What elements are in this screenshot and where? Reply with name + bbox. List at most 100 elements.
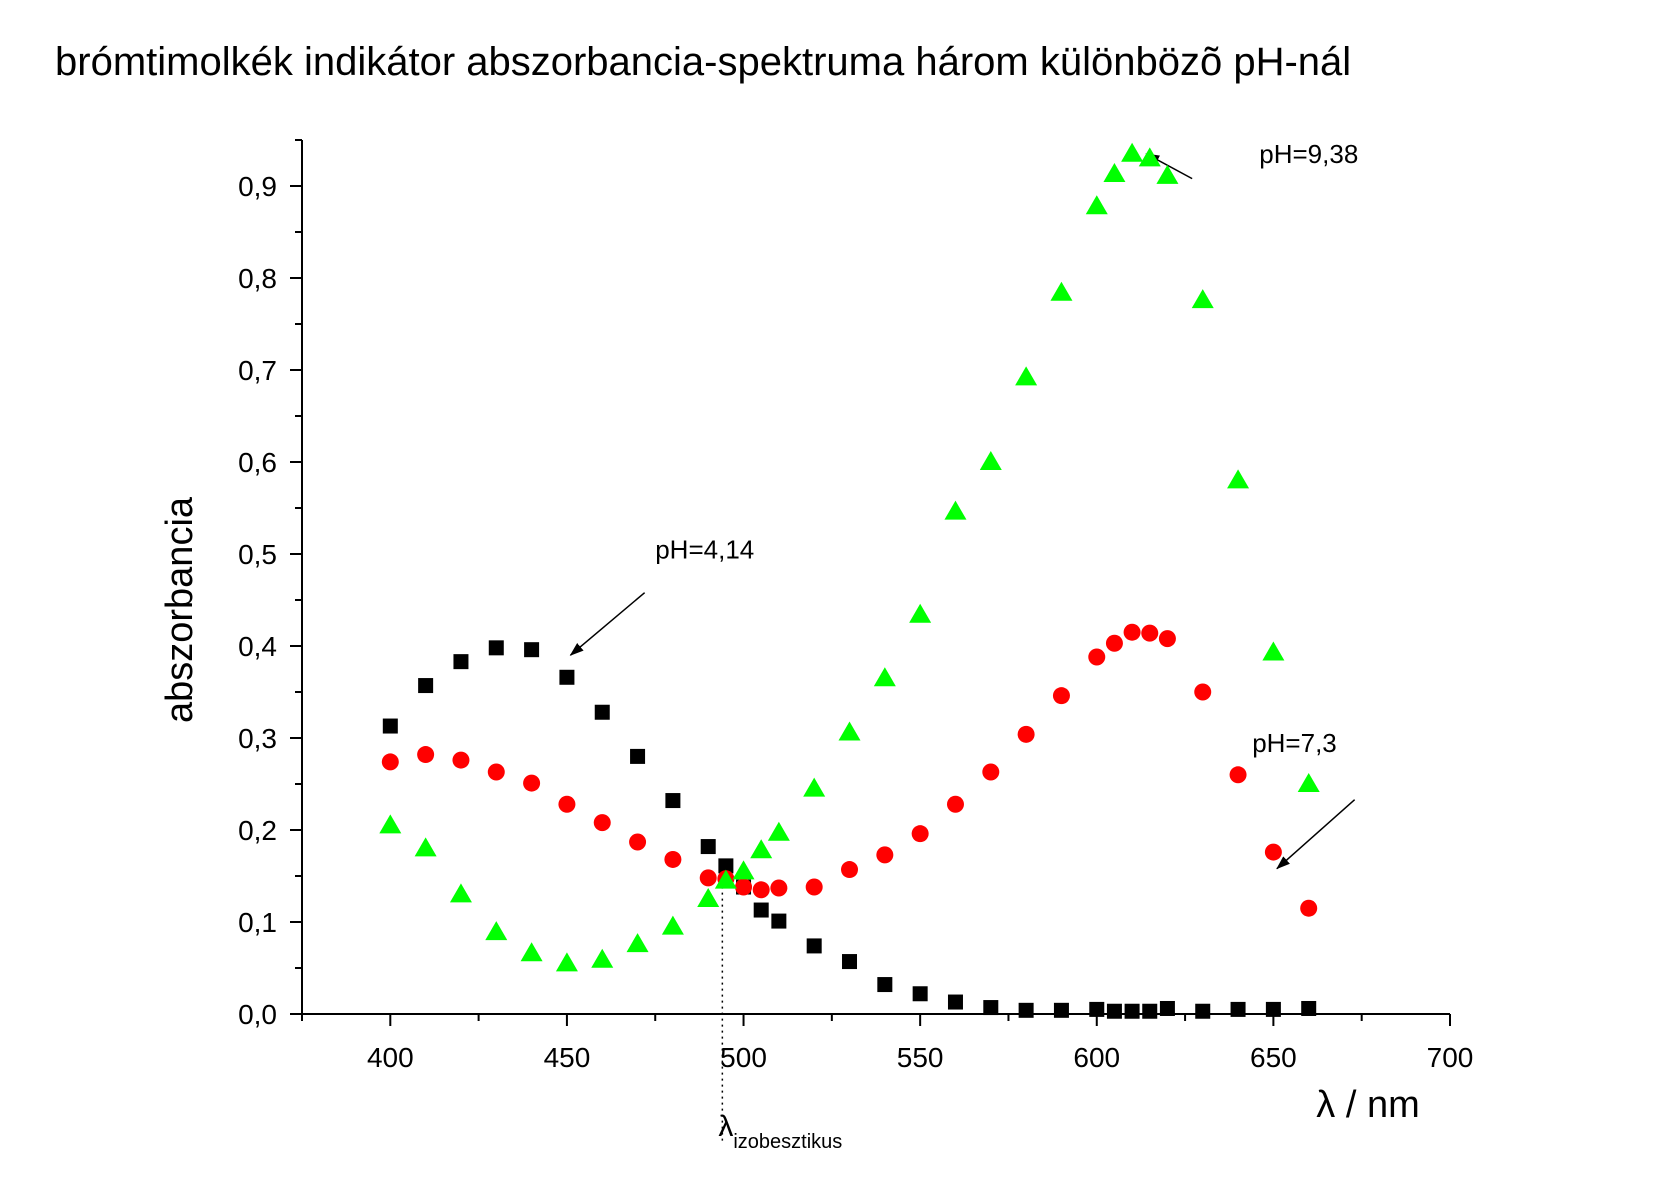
- y-tick-label: 0,7: [238, 355, 277, 386]
- data-point-triangle: [803, 777, 826, 797]
- data-point-square: [771, 913, 787, 929]
- annotation-label-ph414: pH=4,14: [655, 535, 754, 565]
- data-point-circle: [876, 846, 894, 864]
- y-tick-label: 0,1: [238, 907, 277, 938]
- x-tick-label: 400: [367, 1042, 414, 1073]
- data-point-triangle: [1085, 195, 1108, 215]
- y-tick-label: 0,2: [238, 815, 277, 846]
- data-point-triangle: [1138, 147, 1161, 167]
- y-tick-label: 0,3: [238, 723, 277, 754]
- data-point-square: [700, 839, 716, 855]
- axes: [301, 140, 1450, 1015]
- data-point-triangle: [1050, 281, 1073, 301]
- chart-title: brómtimolkék indikátor abszorbancia-spek…: [55, 40, 1352, 84]
- annotations: λizobesztikus pH=4,14 pH=7,3 pH=9,38: [569, 139, 1358, 1153]
- x-tick-label: 700: [1427, 1042, 1474, 1073]
- data-point-triangle: [1015, 366, 1038, 386]
- data-point-circle: [770, 879, 788, 897]
- data-point-square: [1106, 1003, 1122, 1019]
- data-point-triangle: [555, 952, 578, 972]
- data-point-triangle: [714, 869, 737, 889]
- x-tick-label: 600: [1073, 1042, 1120, 1073]
- data-point-circle: [487, 763, 505, 781]
- data-point-triangle: [909, 603, 932, 623]
- y-tick-label: 0,0: [238, 999, 277, 1030]
- data-point-triangle: [1191, 289, 1214, 309]
- y-tick-label: 0,8: [238, 263, 277, 294]
- data-point-square: [1089, 1001, 1105, 1017]
- data-point-circle: [664, 850, 682, 868]
- y-axis-label: abszorbancia: [159, 496, 201, 723]
- data-point-triangle: [379, 814, 402, 834]
- data-point-circle: [558, 795, 576, 813]
- isosbestic-label: λizobesztikus: [718, 1110, 842, 1153]
- data-point-square: [1230, 1001, 1246, 1017]
- data-point-square: [1124, 1003, 1140, 1019]
- data-point-circle: [982, 763, 1000, 781]
- data-point-triangle: [1297, 773, 1320, 792]
- data-point-triangle: [767, 821, 790, 841]
- data-point-circle: [1105, 634, 1123, 652]
- data-point-square: [630, 748, 646, 764]
- ticks: 400 450 500 550 600 650 700 0,0 0,1 0,2 0,3 0,4 0,5 0…: [238, 139, 1474, 1073]
- data-point-circle: [752, 881, 770, 899]
- data-point-triangle: [1227, 469, 1250, 489]
- data-point-triangle: [520, 942, 543, 962]
- data-series: [379, 142, 1320, 1019]
- data-point-square: [947, 994, 963, 1010]
- data-point-circle: [1300, 899, 1318, 917]
- data-point-square: [665, 793, 681, 809]
- data-point-circle: [1052, 687, 1070, 705]
- data-point-square: [453, 654, 469, 670]
- x-tick-label: 550: [897, 1042, 944, 1073]
- x-tick-label: 450: [544, 1042, 591, 1073]
- data-point-circle: [946, 795, 964, 813]
- data-point-triangle: [697, 888, 720, 907]
- data-point-circle: [593, 814, 611, 832]
- data-point-square: [877, 977, 893, 993]
- series-circle: [381, 623, 1318, 917]
- data-point-square: [1142, 1003, 1158, 1019]
- data-point-square: [559, 669, 575, 685]
- data-point-triangle: [626, 933, 649, 953]
- data-point-square: [983, 1000, 999, 1016]
- data-point-circle: [1141, 624, 1159, 642]
- data-point-triangle: [732, 860, 755, 880]
- annotation-arrow-ph414: [569, 592, 646, 656]
- data-point-square: [524, 642, 540, 658]
- series-square: [382, 640, 1317, 1019]
- y-tick-label: 0,4: [238, 631, 277, 662]
- data-point-square: [753, 902, 769, 918]
- data-point-triangle: [750, 839, 773, 859]
- data-point-triangle: [449, 883, 472, 903]
- x-tick-label: 500: [720, 1042, 767, 1073]
- data-point-triangle: [873, 667, 896, 687]
- data-point-circle: [735, 878, 753, 896]
- data-point-square: [842, 954, 858, 970]
- data-point-circle: [1229, 766, 1247, 784]
- data-point-square: [1159, 1000, 1175, 1016]
- data-point-triangle: [591, 948, 614, 968]
- data-point-circle: [1123, 623, 1141, 641]
- data-point-triangle: [944, 500, 967, 520]
- data-point-square: [382, 718, 398, 734]
- annotation-label-ph938: pH=9,38: [1259, 139, 1358, 169]
- data-point-circle: [841, 861, 859, 879]
- data-point-square: [488, 640, 504, 656]
- data-point-circle: [1158, 630, 1176, 648]
- data-point-circle: [381, 753, 399, 771]
- data-point-square: [1018, 1002, 1034, 1018]
- data-point-triangle: [979, 451, 1002, 470]
- data-point-triangle: [661, 915, 684, 935]
- data-point-square: [1265, 1001, 1281, 1017]
- annotation-label-ph73: pH=7,3: [1252, 728, 1337, 758]
- y-tick-label: 0,9: [238, 171, 277, 202]
- data-point-square: [594, 704, 610, 720]
- data-point-triangle: [1121, 142, 1144, 162]
- data-point-circle: [417, 746, 435, 764]
- data-point-circle: [1017, 725, 1035, 743]
- x-tick-label: 650: [1250, 1042, 1297, 1073]
- y-tick-label: 0,6: [238, 447, 277, 478]
- data-point-triangle: [1156, 164, 1179, 184]
- data-point-circle: [911, 825, 929, 843]
